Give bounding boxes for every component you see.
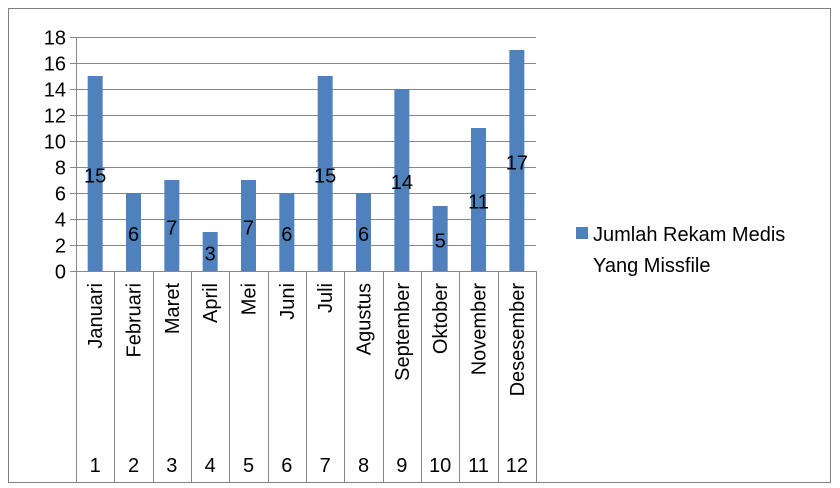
category-number-label: 8 [358,455,369,477]
category-label: Maret [162,283,184,335]
category-label: Agustus [354,283,376,355]
category-number-label: 11 [468,455,489,477]
data-label: 15 [84,166,106,188]
bar-juli [317,76,333,271]
legend: Jumlah Rekam Medis Yang Missfile [576,224,785,277]
category-label: April [200,283,222,323]
data-label: 6 [128,224,139,246]
category-label: Desesember [507,283,529,397]
data-label: 11 [468,192,489,214]
data-label: 6 [281,224,292,246]
bar-agustus [356,193,371,271]
y-tick-label: 10 [44,132,66,154]
bar-september [394,89,410,271]
bar-desesember [509,50,525,271]
y-tick-label: 12 [44,106,66,128]
y-tick-label: 8 [55,158,66,180]
category-number-label: 5 [243,455,254,477]
y-tick-label: 4 [55,210,66,232]
bar-maret [164,180,180,271]
category-number-label: 12 [506,455,528,477]
data-label: 17 [506,153,528,175]
category-label: September [392,283,414,381]
category-number-label: 7 [320,455,331,477]
legend-label-line-1: Jumlah Rekam Medis [593,224,785,246]
y-tick-label: 18 [44,28,66,50]
bar-juni [279,193,295,271]
data-label: 15 [314,166,336,188]
category-label: Oktober [430,283,452,354]
y-tick-label: 2 [55,236,66,258]
gridlines [76,37,536,246]
data-label: 5 [435,231,446,253]
category-label: November [469,283,491,376]
category-label: Juli [315,283,337,313]
category-label: Mei [239,283,261,315]
bar-april [202,232,218,271]
category-number-label: 10 [429,455,451,477]
category-label: Januari [85,283,107,349]
axes [70,37,537,482]
category-label: Februari [124,283,146,357]
data-label: 7 [243,218,254,240]
category-number-label: 6 [281,455,292,477]
category-number-label: 3 [166,455,177,477]
data-label: 3 [205,244,216,266]
bars [87,50,525,271]
legend-label-line-2: Yang Missfile [593,255,710,277]
bar-oktober [432,206,448,271]
y-tick-label: 16 [44,54,66,76]
category-number-label: 9 [396,455,407,477]
legend-swatch [576,227,588,239]
labels: 02468101214161815Januari16Februari27Mare… [44,28,529,478]
category-number-label: 4 [205,455,216,477]
data-label: 6 [358,224,369,246]
data-label: 14 [391,172,413,194]
y-tick-label: 14 [44,80,66,102]
bar-januari [87,76,103,271]
bar-november [471,128,486,271]
y-tick-label: 0 [55,262,66,284]
bar-mei [241,180,256,271]
category-number-label: 1 [90,455,101,477]
category-label: Juni [277,283,299,320]
category-number-label: 2 [128,455,139,477]
data-label: 7 [166,218,177,240]
bar-februari [126,193,141,271]
y-tick-label: 6 [55,184,66,206]
